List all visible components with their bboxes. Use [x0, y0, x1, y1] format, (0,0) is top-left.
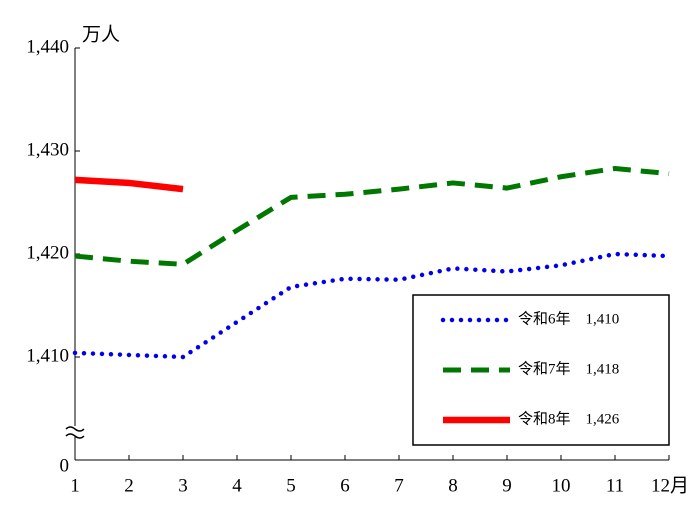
axis-break — [65, 426, 85, 439]
x-tick-label: 8 — [448, 475, 458, 496]
x-tick-label: 7 — [394, 475, 404, 496]
x-tick-label: 10 — [552, 475, 571, 496]
legend-label: 令和8年 1,426 — [518, 410, 620, 427]
x-tick-label: 12月 — [651, 475, 689, 496]
x-tick-label: 2 — [124, 475, 134, 496]
series-line — [74, 166, 670, 267]
x-tick-label: 9 — [502, 475, 512, 496]
legend-label: 令和7年 1,418 — [518, 360, 619, 377]
y-tick-label: 1,440 — [26, 36, 69, 57]
legend-label: 令和6年 1,410 — [518, 310, 619, 327]
x-tick-label: 5 — [286, 475, 296, 496]
y-tick-label: 0 — [60, 455, 70, 476]
x-tick-label: 1 — [70, 475, 80, 496]
series-line — [74, 176, 184, 193]
series-line — [72, 251, 672, 360]
y-tick-label: 1,410 — [26, 345, 69, 366]
y-unit: 万人 — [82, 23, 120, 45]
x-tick-label: 4 — [232, 475, 242, 496]
axis-break-gap — [67, 426, 83, 436]
x-tick-label: 3 — [178, 475, 188, 496]
y-tick-label: 1,420 — [26, 242, 69, 263]
y-tick-label: 1,430 — [26, 139, 69, 160]
x-tick-label: 11 — [606, 475, 624, 496]
x-tick-label: 6 — [340, 475, 350, 496]
